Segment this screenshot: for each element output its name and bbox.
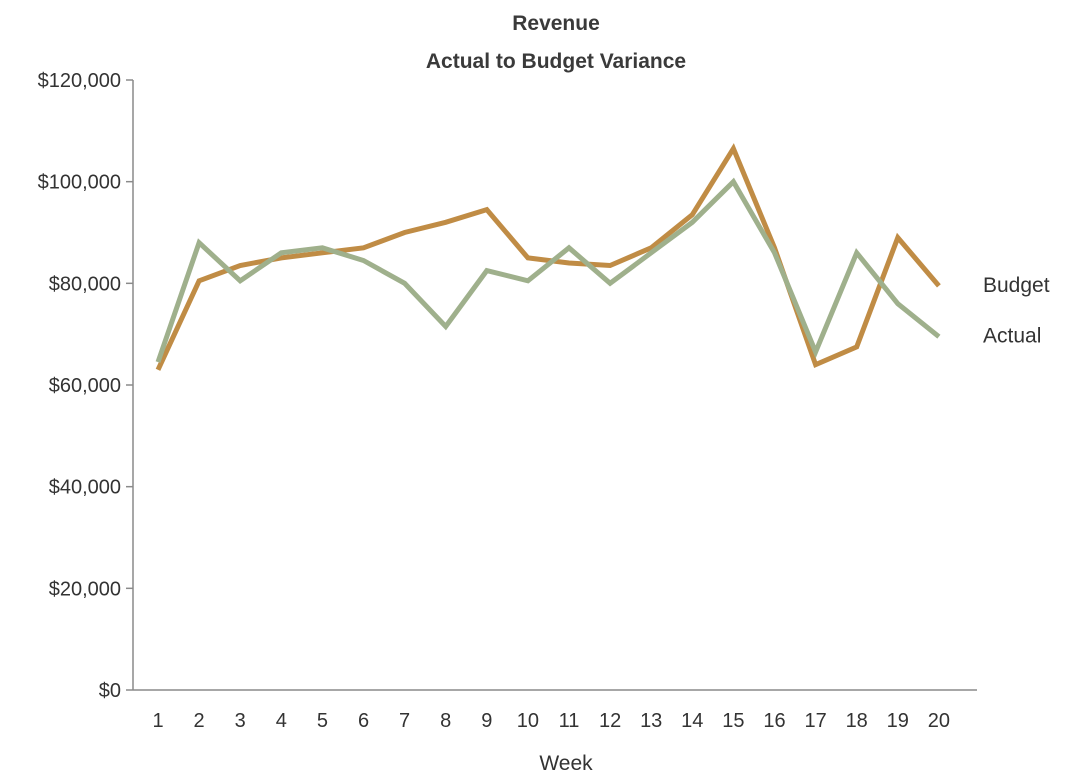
series-label-budget: Budget bbox=[983, 274, 1050, 297]
series-layer: Budget Actual bbox=[155, 143, 1050, 371]
x-tick-label: 10 bbox=[517, 710, 539, 732]
y-tick-label: $120,000 bbox=[38, 70, 121, 92]
x-tick-label: 6 bbox=[358, 710, 369, 732]
x-tick-label: 11 bbox=[559, 710, 580, 732]
x-tick-label: 9 bbox=[481, 710, 492, 732]
y-axis: $0 $20,000 $40,000 $60,000 $80,000 $100,000 $1… bbox=[38, 70, 134, 702]
x-tick-label: 20 bbox=[928, 710, 950, 732]
x-tick-label: 17 bbox=[804, 710, 826, 732]
x-tick-label: 7 bbox=[399, 710, 410, 732]
x-tick-label: 3 bbox=[235, 710, 246, 732]
x-axis-label: Week bbox=[539, 752, 593, 775]
x-tick-label: 8 bbox=[440, 710, 451, 732]
y-tick-label: $20,000 bbox=[49, 578, 121, 600]
x-tick-label: 15 bbox=[722, 710, 744, 732]
y-tick-label: $0 bbox=[99, 680, 121, 702]
x-tick-label: 18 bbox=[846, 710, 868, 732]
x-tick-label: 14 bbox=[681, 710, 703, 732]
y-tick-label: $100,000 bbox=[38, 172, 121, 194]
x-tick-label: 13 bbox=[640, 710, 662, 732]
y-tick-label: $80,000 bbox=[49, 273, 121, 295]
x-tick-label: 16 bbox=[763, 710, 785, 732]
series-line-budget bbox=[155, 143, 941, 371]
x-tick-label: 1 bbox=[152, 710, 163, 732]
y-tick-label: $40,000 bbox=[49, 477, 121, 499]
series-line-actual bbox=[155, 177, 941, 363]
chart-subtitle: Actual to Budget Variance bbox=[426, 50, 686, 73]
x-tick-label: 19 bbox=[887, 710, 909, 732]
x-tick-label: 5 bbox=[317, 710, 328, 732]
series-label-actual: Actual bbox=[983, 325, 1041, 348]
x-tick-label: 4 bbox=[276, 710, 287, 732]
x-tick-label: 12 bbox=[599, 710, 621, 732]
chart-title: Revenue bbox=[512, 12, 600, 35]
x-tick-label: 2 bbox=[194, 710, 205, 732]
y-tick-label: $60,000 bbox=[49, 375, 121, 397]
x-axis: 1 2 3 4 5 6 7 8 9 10 11 12 13 14 15 16 17 18 19 20 bbox=[133, 689, 977, 732]
